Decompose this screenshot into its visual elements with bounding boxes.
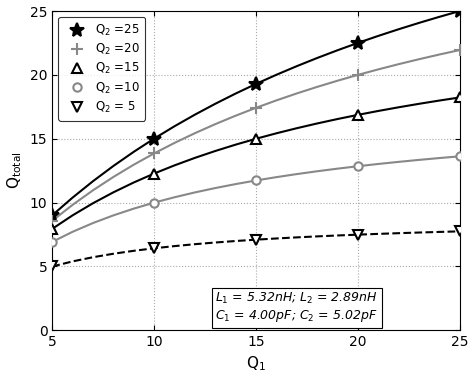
Q$_2$ =15: [457, 95, 463, 100]
Q$_2$ =15: [253, 136, 259, 141]
Q$_2$ =25: [151, 136, 157, 141]
Q$_2$ =15: [151, 171, 157, 176]
Q$_2$ =10: [457, 154, 463, 158]
Q$_2$ =25: [355, 41, 361, 45]
Q$_2$ =10: [355, 164, 361, 169]
Line: Q$_2$ =25: Q$_2$ =25: [46, 4, 466, 222]
Q$_2$ =25: [253, 81, 259, 86]
Line: Q$_2$ =20: Q$_2$ =20: [46, 44, 466, 227]
X-axis label: Q$_1$: Q$_1$: [246, 355, 266, 373]
Q$_2$ =20: [457, 48, 463, 52]
Q$_2$ =20: [151, 151, 157, 156]
Q$_2$ = 5: [151, 246, 157, 251]
Line: Q$_2$ =10: Q$_2$ =10: [48, 152, 464, 246]
Q$_2$ =20: [253, 105, 259, 110]
Q$_2$ =25: [49, 213, 55, 218]
Q$_2$ =20: [49, 218, 55, 223]
Q$_2$ =10: [151, 200, 157, 205]
Q$_2$ =10: [253, 178, 259, 183]
Q$_2$ = 5: [49, 264, 55, 269]
Q$_2$ = 5: [355, 232, 361, 237]
Q$_2$ =15: [355, 113, 361, 117]
Q$_2$ = 5: [253, 237, 259, 242]
Q$_2$ =25: [457, 9, 463, 13]
Line: Q$_2$ = 5: Q$_2$ = 5: [47, 227, 465, 271]
Y-axis label: Q$_\mathrm{total}$: Q$_\mathrm{total}$: [6, 152, 24, 190]
Legend: Q$_2$ =25, Q$_2$ =20, Q$_2$ =15, Q$_2$ =10, Q$_2$ = 5: Q$_2$ =25, Q$_2$ =20, Q$_2$ =15, Q$_2$ =…: [58, 17, 146, 121]
Q$_2$ =20: [355, 73, 361, 77]
Text: $L_1$ = 5.32nH; $L_2$ = 2.89nH
$C_1$ = 4.00pF; $C_2$ = 5.02pF: $L_1$ = 5.32nH; $L_2$ = 2.89nH $C_1$ = 4…: [215, 291, 378, 324]
Q$_2$ = 5: [457, 229, 463, 233]
Q$_2$ =15: [49, 227, 55, 231]
Q$_2$ =10: [49, 240, 55, 244]
Line: Q$_2$ =15: Q$_2$ =15: [47, 92, 465, 234]
